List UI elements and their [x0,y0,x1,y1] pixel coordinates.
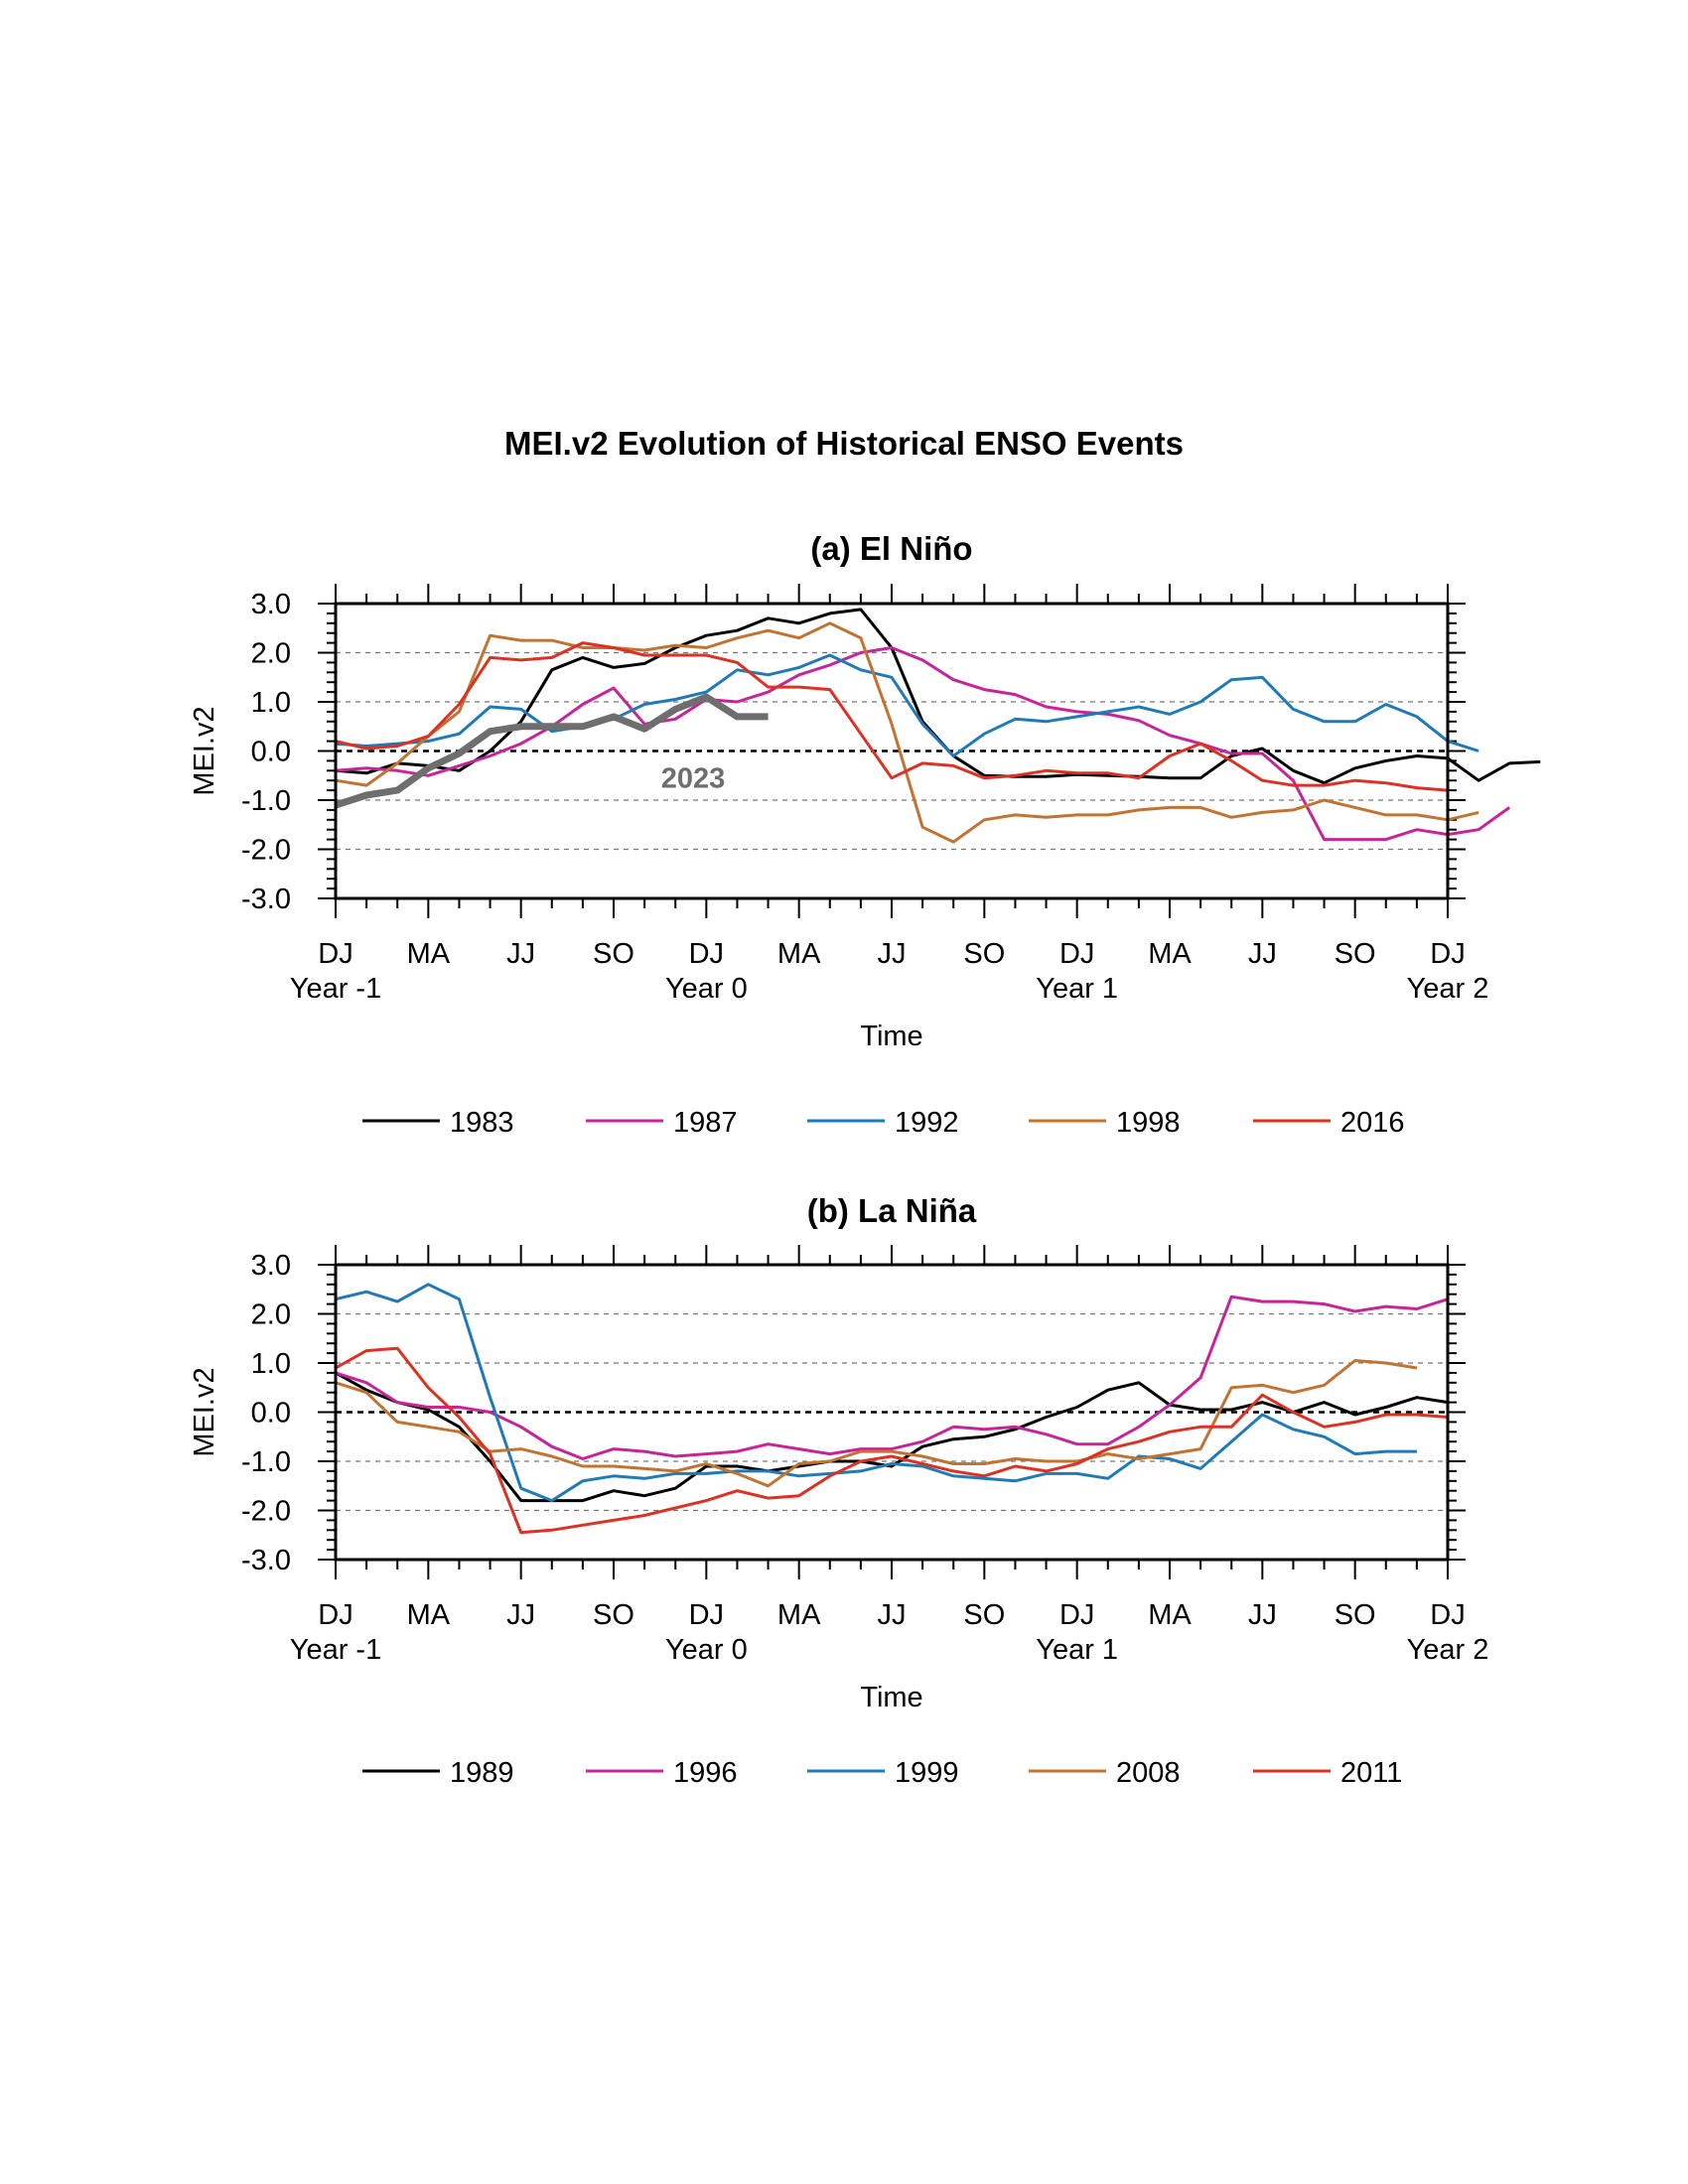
panel-1-title: (a) El Niño [810,530,972,567]
panel-2-x-tick-label: MA [777,1599,821,1631]
panel-2-title: (b) La Niña [807,1192,977,1229]
panel-2-y-tick-label: -2.0 [241,1496,291,1528]
panel-2-x-tick-label: JJ [506,1599,535,1631]
panel-2-x-tick-label: MA [1148,1599,1192,1631]
panel-1-series-2023 [334,693,769,809]
panel-1-legend-label-1983: 1983 [450,1107,514,1139]
panel-1-series-1987 [335,646,1511,842]
panel-1-x-tick-label: SO [1335,938,1376,970]
panel-2-legend-label-1989: 1989 [450,1757,514,1789]
panel-2-x-tick-label: DJ [689,1599,724,1631]
panel-2-legend-label-2008: 2008 [1116,1757,1181,1789]
panel-1-x-tick-label: MA [407,938,451,970]
panel-2-year-label: Year 0 [665,1634,748,1666]
panel-1-annotation: 2023 [661,763,726,795]
panel-1-legend-label-1992: 1992 [895,1107,959,1139]
panel-1-y-tick-label: 0.0 [251,737,291,768]
panel-1-x-tick-label: DJ [1430,938,1465,970]
panel-1-series-2016 [335,641,1449,792]
panel-1-y-tick-label: 2.0 [251,638,291,670]
panel-2-x-axis-label: Time [860,1682,922,1713]
panel-1-legend-label-1998: 1998 [1116,1107,1181,1139]
panel-1-legend-label-1987: 1987 [673,1107,738,1139]
panel-1-year-label: Year 0 [665,973,748,1005]
panel-1-x-tick-label: SO [593,938,634,970]
panel-1-y-tick-label: -1.0 [241,785,291,817]
panel-2-y-tick-label: 3.0 [251,1250,291,1282]
panel-1-x-tick-label: MA [1148,938,1192,970]
panel-1-x-tick-label: JJ [506,938,535,970]
panel-1-y-axis-label: MEI.v2 [189,706,220,795]
panel-2-year-label: Year 2 [1407,1634,1489,1666]
panel-2-series-1999 [335,1283,1417,1503]
panel-1-x-tick-label: SO [963,938,1005,970]
panel-2-x-tick-label: SO [963,1599,1005,1631]
panel-2-x-tick-label: SO [593,1599,634,1631]
panel-2-y-tick-label: 1.0 [251,1348,291,1380]
panel-2-legend-label-2011: 2011 [1340,1757,1402,1789]
panel-2-legend-label-1999: 1999 [895,1757,959,1789]
panel-1-y-tick-label: -3.0 [241,884,291,915]
panel-2-y-tick-label: 2.0 [251,1299,291,1331]
panel-1-x-tick-label: JJ [878,938,907,970]
panel-2-year-label: Year -1 [290,1634,381,1666]
panel-2-y-axis-label: MEI.v2 [189,1367,220,1456]
panel-1-year-label: Year 1 [1036,973,1118,1005]
panel-2-x-tick-label: SO [1335,1599,1376,1631]
panel-2-series-1996 [335,1295,1449,1460]
panel-2-series-2008 [335,1359,1418,1488]
panel-1-x-tick-label: JJ [1248,938,1277,970]
panel-2-x-tick-label: DJ [1430,1599,1465,1631]
panel-1-x-tick-label: DJ [689,938,724,970]
panel-1-x-tick-label: DJ [318,938,352,970]
panel-2-series-2011 [335,1346,1449,1535]
panel-1-year-label: Year 2 [1407,973,1489,1005]
panel-2-series-1989 [335,1371,1449,1503]
panel-2-y-tick-label: -1.0 [241,1446,291,1478]
panel-2-legend-label-1996: 1996 [673,1757,738,1789]
panel-1-legend-label-2016: 2016 [1340,1107,1405,1139]
panel-2-x-tick-label: DJ [1059,1599,1094,1631]
panel-1-y-tick-label: 3.0 [251,589,291,620]
panel-2-x-tick-label: DJ [318,1599,352,1631]
panel-2-plot-frame [334,1263,1450,1562]
panel-1-y-tick-label: -2.0 [241,835,291,867]
panel-1-series-1992 [335,653,1479,757]
main-title: MEI.v2 Evolution of Historical ENSO Even… [504,425,1184,462]
panel-2-y-tick-label: -3.0 [241,1545,291,1576]
panel-1-series-1983 [335,608,1541,785]
panel-2-x-tick-label: JJ [1248,1599,1277,1631]
panel-1-series-1998 [335,621,1479,844]
panel-1-x-axis-label: Time [860,1021,922,1052]
panel-1-plot-frame [334,602,1450,900]
panel-1-x-tick-label: MA [777,938,821,970]
panel-2-x-tick-label: JJ [878,1599,907,1631]
panel-2-year-label: Year 1 [1036,1634,1118,1666]
panel-1-year-label: Year -1 [290,973,381,1005]
panel-2-y-tick-label: 0.0 [251,1398,291,1430]
panel-2-x-tick-label: MA [407,1599,451,1631]
panel-1-y-tick-label: 1.0 [251,687,291,719]
panel-1-x-tick-label: DJ [1059,938,1094,970]
